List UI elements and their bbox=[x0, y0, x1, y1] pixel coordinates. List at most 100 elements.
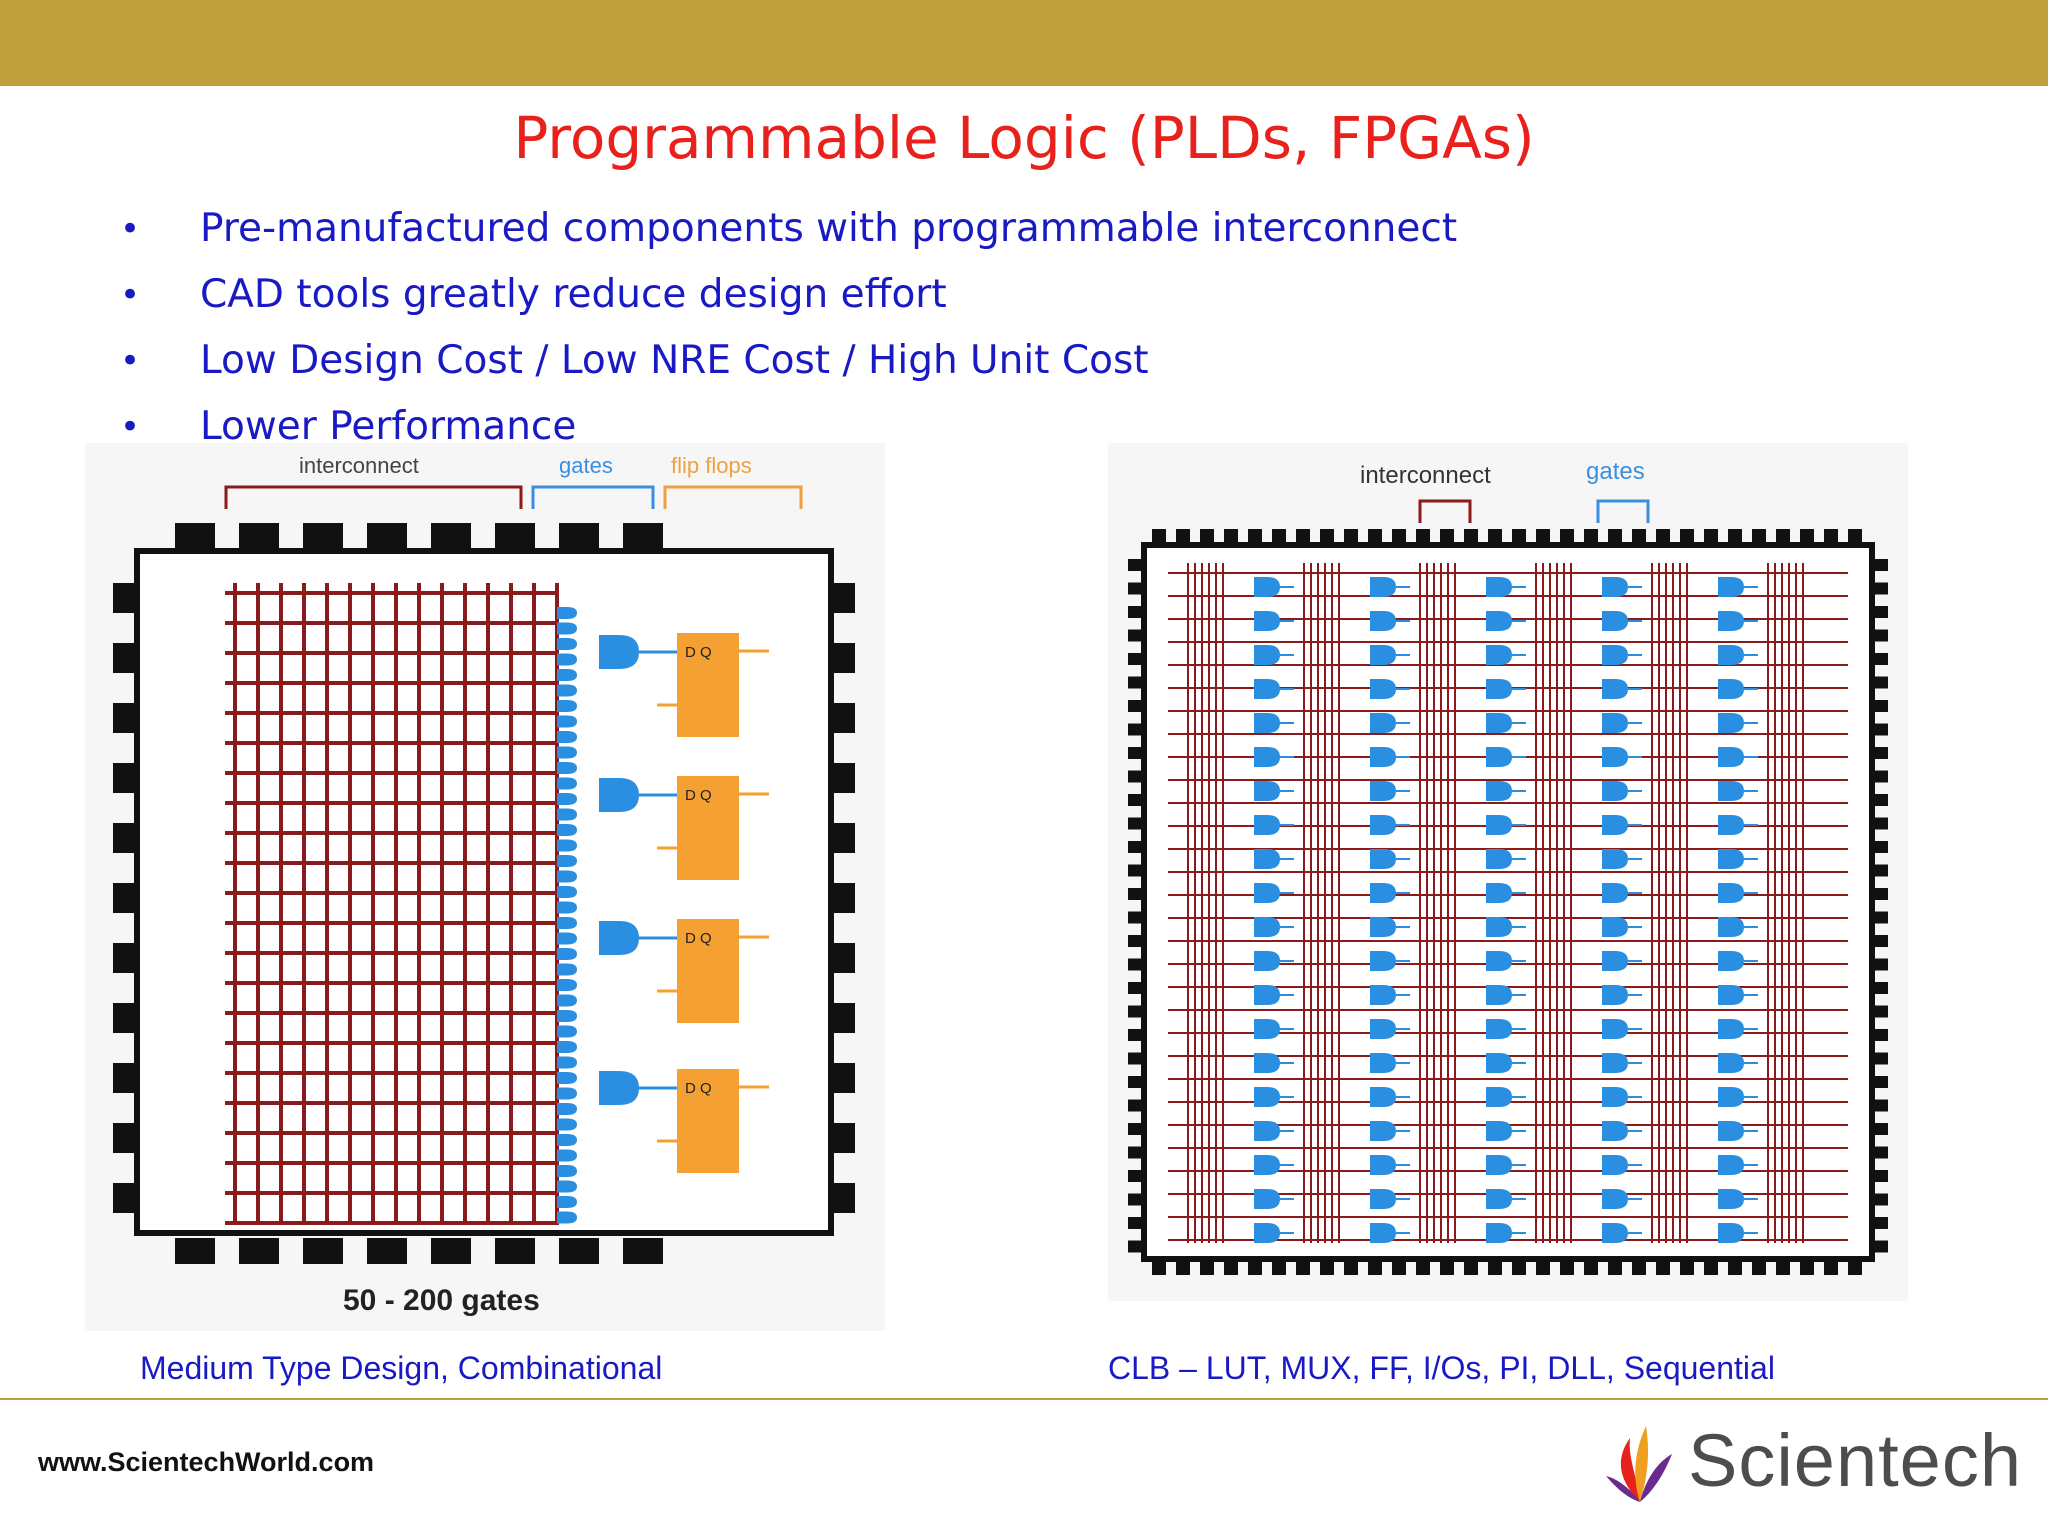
gate-icon bbox=[557, 638, 577, 650]
pin bbox=[1176, 1259, 1190, 1275]
gate-icon bbox=[1718, 747, 1744, 767]
gate-icon bbox=[1718, 1189, 1744, 1209]
gate-icon bbox=[1718, 679, 1744, 699]
label-interconnect: interconnect bbox=[1360, 462, 1491, 489]
gate-icon bbox=[1718, 713, 1744, 733]
gate-icon bbox=[1718, 577, 1744, 597]
gate-icon bbox=[1602, 1121, 1628, 1141]
gate-icon bbox=[1370, 679, 1396, 699]
pin bbox=[559, 1238, 599, 1264]
gate-icon bbox=[557, 1025, 577, 1038]
gate-icon bbox=[557, 1087, 577, 1100]
pin bbox=[1368, 529, 1382, 545]
pin bbox=[1416, 1259, 1430, 1275]
gate-icon bbox=[557, 979, 577, 991]
pin bbox=[1128, 1217, 1144, 1229]
pin bbox=[1872, 1076, 1888, 1088]
pin bbox=[1128, 958, 1144, 971]
pin bbox=[113, 1123, 135, 1153]
gate-icon bbox=[599, 635, 639, 669]
pin bbox=[113, 703, 135, 733]
pin bbox=[623, 523, 663, 549]
fpga-diagram: interconnect gates bbox=[1108, 443, 1908, 1301]
pin bbox=[1128, 1052, 1144, 1065]
gate-icon bbox=[1486, 611, 1512, 631]
gate-icon bbox=[1370, 747, 1396, 767]
gate-icon bbox=[1254, 951, 1280, 971]
gate-icon bbox=[1254, 713, 1280, 733]
bullet-icon: • bbox=[120, 341, 141, 381]
pin bbox=[1248, 1259, 1262, 1275]
pin bbox=[1152, 529, 1166, 545]
gate-icon bbox=[1370, 883, 1396, 903]
gate-icon bbox=[1486, 1019, 1512, 1039]
gate-icon bbox=[557, 839, 577, 852]
pin bbox=[1608, 1259, 1622, 1275]
pin bbox=[1584, 529, 1598, 545]
pin bbox=[1128, 911, 1144, 924]
gate-icon bbox=[1602, 1087, 1628, 1107]
gates-column bbox=[557, 607, 677, 1224]
pin bbox=[431, 523, 471, 549]
pin bbox=[1872, 747, 1888, 759]
gate-icon bbox=[1486, 645, 1512, 665]
pin bbox=[1320, 529, 1334, 545]
gate-icon bbox=[1718, 611, 1744, 631]
pin bbox=[1872, 770, 1888, 783]
gate-icon bbox=[1254, 985, 1280, 1005]
gate-icon bbox=[1254, 1053, 1280, 1073]
pin bbox=[1296, 1259, 1310, 1275]
gate-icon bbox=[557, 994, 577, 1007]
pin bbox=[303, 1238, 343, 1264]
pin bbox=[1872, 982, 1888, 994]
pin bbox=[1872, 864, 1888, 877]
gate-icon bbox=[1602, 1053, 1628, 1073]
pin bbox=[1128, 700, 1144, 712]
pin bbox=[1824, 529, 1838, 545]
gate-icon bbox=[1370, 577, 1396, 597]
pin bbox=[1272, 1259, 1286, 1275]
gate-icon bbox=[1254, 577, 1280, 597]
gate-icon bbox=[1486, 1189, 1512, 1209]
pin bbox=[1512, 529, 1526, 545]
label-flip-flops: flip flops bbox=[671, 453, 752, 478]
pin bbox=[833, 703, 855, 733]
pin bbox=[1128, 864, 1144, 877]
gate-icon bbox=[557, 1041, 577, 1053]
gate-icon bbox=[1370, 781, 1396, 801]
pin bbox=[833, 823, 855, 853]
footer-url[interactable]: www.ScientechWorld.com bbox=[38, 1447, 375, 1477]
gate-icon bbox=[1486, 747, 1512, 767]
pin bbox=[1848, 529, 1862, 545]
gate-icon bbox=[599, 1071, 639, 1105]
gate-icon bbox=[1370, 1223, 1396, 1243]
pin bbox=[113, 763, 135, 793]
pin bbox=[1128, 982, 1144, 994]
pin bbox=[1872, 1193, 1888, 1206]
gate-icon bbox=[557, 855, 577, 867]
gate-icon bbox=[1486, 679, 1512, 699]
gate-icon bbox=[557, 824, 577, 836]
pin bbox=[113, 823, 135, 853]
gate-icon bbox=[1718, 815, 1744, 835]
pin bbox=[1392, 1259, 1406, 1275]
gate-icon bbox=[1602, 713, 1628, 733]
pin bbox=[1728, 529, 1742, 545]
gate-icon bbox=[1486, 781, 1512, 801]
pin bbox=[1872, 958, 1888, 971]
pin bbox=[1872, 1029, 1888, 1041]
label-gates: gates bbox=[559, 453, 613, 478]
gate-icon bbox=[1370, 611, 1396, 631]
gate-icon bbox=[1486, 1053, 1512, 1073]
gate-icon bbox=[1254, 1189, 1280, 1209]
chip-pins bbox=[1128, 529, 1888, 1275]
gate-icon bbox=[1718, 985, 1744, 1005]
gate-icon bbox=[1254, 1087, 1280, 1107]
pin bbox=[1224, 1259, 1238, 1275]
gate-icon bbox=[557, 963, 577, 976]
gate-icon bbox=[1370, 1087, 1396, 1107]
pin bbox=[1656, 529, 1670, 545]
logo-text: Scientech bbox=[1688, 1419, 2022, 1502]
pin bbox=[1560, 529, 1574, 545]
pin bbox=[1632, 529, 1646, 545]
